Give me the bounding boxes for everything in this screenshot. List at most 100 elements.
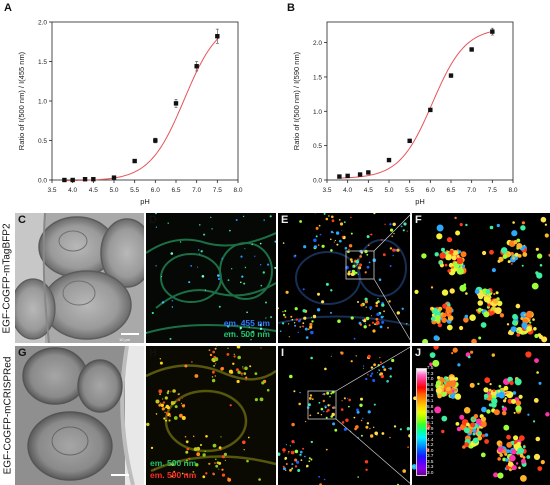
fluorescent-spot bbox=[503, 424, 510, 431]
fluorescent-spot bbox=[451, 352, 454, 355]
fluorescent-spot bbox=[463, 427, 470, 434]
fluorescent-spot bbox=[309, 394, 313, 397]
fluorescent-spot bbox=[521, 246, 525, 249]
panel-c-image bbox=[15, 213, 144, 343]
fluorescent-spot bbox=[406, 323, 408, 325]
fluorescent-spot bbox=[160, 276, 162, 278]
chart-a: 3.5 4.0 4.5 5.0 5.5 6.0 6.5 7.0 7.5 8.0 0.0 0.5 1.0 1… bbox=[0, 0, 275, 210]
fluorescent-spot bbox=[250, 339, 252, 341]
fluorescent-spot bbox=[241, 275, 244, 278]
fluorescent-spot bbox=[359, 323, 362, 326]
fluorescent-spot bbox=[364, 300, 368, 304]
data-point bbox=[153, 138, 158, 143]
fluorescent-spot bbox=[503, 399, 507, 403]
x-tick-label: 8.0 bbox=[233, 187, 242, 194]
fluorescent-spot bbox=[407, 446, 409, 449]
fluorescent-spot bbox=[261, 381, 265, 385]
fluorescent-spot bbox=[454, 377, 459, 381]
fluorescent-spot bbox=[284, 316, 287, 319]
fluorescent-spot bbox=[376, 312, 380, 316]
fluorescent-spot bbox=[196, 452, 201, 457]
fluorescent-spot bbox=[401, 307, 404, 310]
fluorescent-spot bbox=[348, 248, 350, 251]
fluorescent-spot bbox=[383, 368, 387, 371]
fluorescent-spot bbox=[392, 254, 394, 257]
fluorescent-spot bbox=[192, 471, 195, 473]
fluorescent-spot bbox=[502, 457, 507, 462]
fluorescent-spot bbox=[391, 358, 395, 363]
fluorescent-spot bbox=[455, 388, 458, 391]
fluorescent-spot bbox=[375, 317, 379, 321]
fluorescent-spot bbox=[324, 367, 327, 371]
fluorescent-spot bbox=[436, 224, 444, 232]
fluorescent-spot bbox=[359, 255, 362, 258]
panel-h-image bbox=[146, 346, 276, 485]
fluorescent-spot bbox=[471, 338, 477, 343]
fluorescent-spot bbox=[190, 265, 193, 267]
fluorescent-spot bbox=[209, 353, 213, 357]
fluorescent-spot bbox=[185, 461, 187, 463]
fluorescent-spot bbox=[266, 388, 270, 392]
fluorescent-spot bbox=[444, 263, 448, 267]
colorbar-tick-label: 4.2 bbox=[427, 442, 434, 447]
fluorescent-spot bbox=[171, 306, 174, 308]
fluorescent-spot bbox=[317, 244, 320, 246]
fluorescent-spot bbox=[259, 242, 262, 245]
fluorescent-spot bbox=[372, 379, 376, 382]
fluorescent-spot bbox=[323, 393, 326, 396]
x-tick-label: 7.0 bbox=[467, 187, 476, 194]
fluorescent-spot bbox=[544, 223, 547, 226]
fluorescent-spot bbox=[446, 237, 453, 243]
fluorescent-spot bbox=[229, 229, 231, 232]
fluorescent-spot bbox=[507, 260, 511, 264]
fluorescent-spot bbox=[442, 313, 447, 318]
fluorescent-spot bbox=[366, 235, 370, 239]
fluorescent-spot bbox=[378, 369, 380, 371]
fluorescent-spot bbox=[287, 450, 290, 453]
fluorescent-spot bbox=[203, 233, 206, 236]
fluorescent-spot bbox=[274, 240, 276, 243]
data-point bbox=[62, 177, 67, 183]
fluorescent-spot bbox=[436, 233, 443, 240]
legend-em500: em. 500 nm bbox=[223, 329, 270, 339]
fluorescent-spot bbox=[244, 248, 246, 250]
fluorescent-spot bbox=[300, 459, 303, 461]
fluorescent-spot bbox=[335, 231, 340, 235]
fluorescent-spot bbox=[489, 249, 494, 255]
fluorescent-spot bbox=[291, 318, 294, 321]
fluorescent-spot bbox=[231, 268, 233, 270]
fluorescent-spot bbox=[170, 401, 175, 405]
fluorescent-spot bbox=[323, 213, 326, 215]
fluorescent-spot bbox=[393, 233, 395, 235]
fluorescent-spot bbox=[242, 366, 244, 368]
fluorescent-spot bbox=[520, 225, 526, 231]
fluorescent-spot bbox=[400, 225, 403, 228]
fluorescent-spot bbox=[353, 416, 356, 419]
fluorescent-spot bbox=[323, 478, 326, 481]
fluorescent-spot bbox=[531, 282, 539, 290]
fluorescent-spot bbox=[214, 462, 216, 464]
fluorescent-spot bbox=[383, 310, 385, 313]
fluorescent-spot bbox=[296, 469, 298, 471]
fluorescent-spot bbox=[241, 374, 243, 376]
fluorescent-spot bbox=[387, 326, 389, 329]
fluorescent-spot bbox=[519, 453, 524, 458]
fluorescent-spot bbox=[181, 416, 186, 420]
colorbar-tick-label: 4.0 bbox=[427, 447, 434, 453]
fluorescent-spot bbox=[284, 456, 288, 460]
fluorescent-spot bbox=[355, 259, 359, 264]
x-tick-label: 5.5 bbox=[130, 187, 139, 194]
fluorescent-spot bbox=[173, 401, 175, 403]
fluorescent-spot bbox=[435, 380, 442, 386]
fluorescent-spot bbox=[288, 323, 290, 325]
panel-g-image bbox=[15, 346, 144, 485]
fluorescent-spot bbox=[437, 376, 441, 380]
fluorescent-spot bbox=[512, 327, 517, 332]
fluorescent-spot bbox=[367, 410, 371, 414]
fluorescent-spot bbox=[538, 381, 542, 385]
fluorescent-spot bbox=[464, 314, 469, 319]
fluorescent-spot bbox=[490, 389, 497, 396]
fluorescent-spot bbox=[316, 308, 321, 312]
x-axis-label: pH bbox=[415, 197, 425, 206]
fluorescent-spot bbox=[227, 477, 229, 479]
